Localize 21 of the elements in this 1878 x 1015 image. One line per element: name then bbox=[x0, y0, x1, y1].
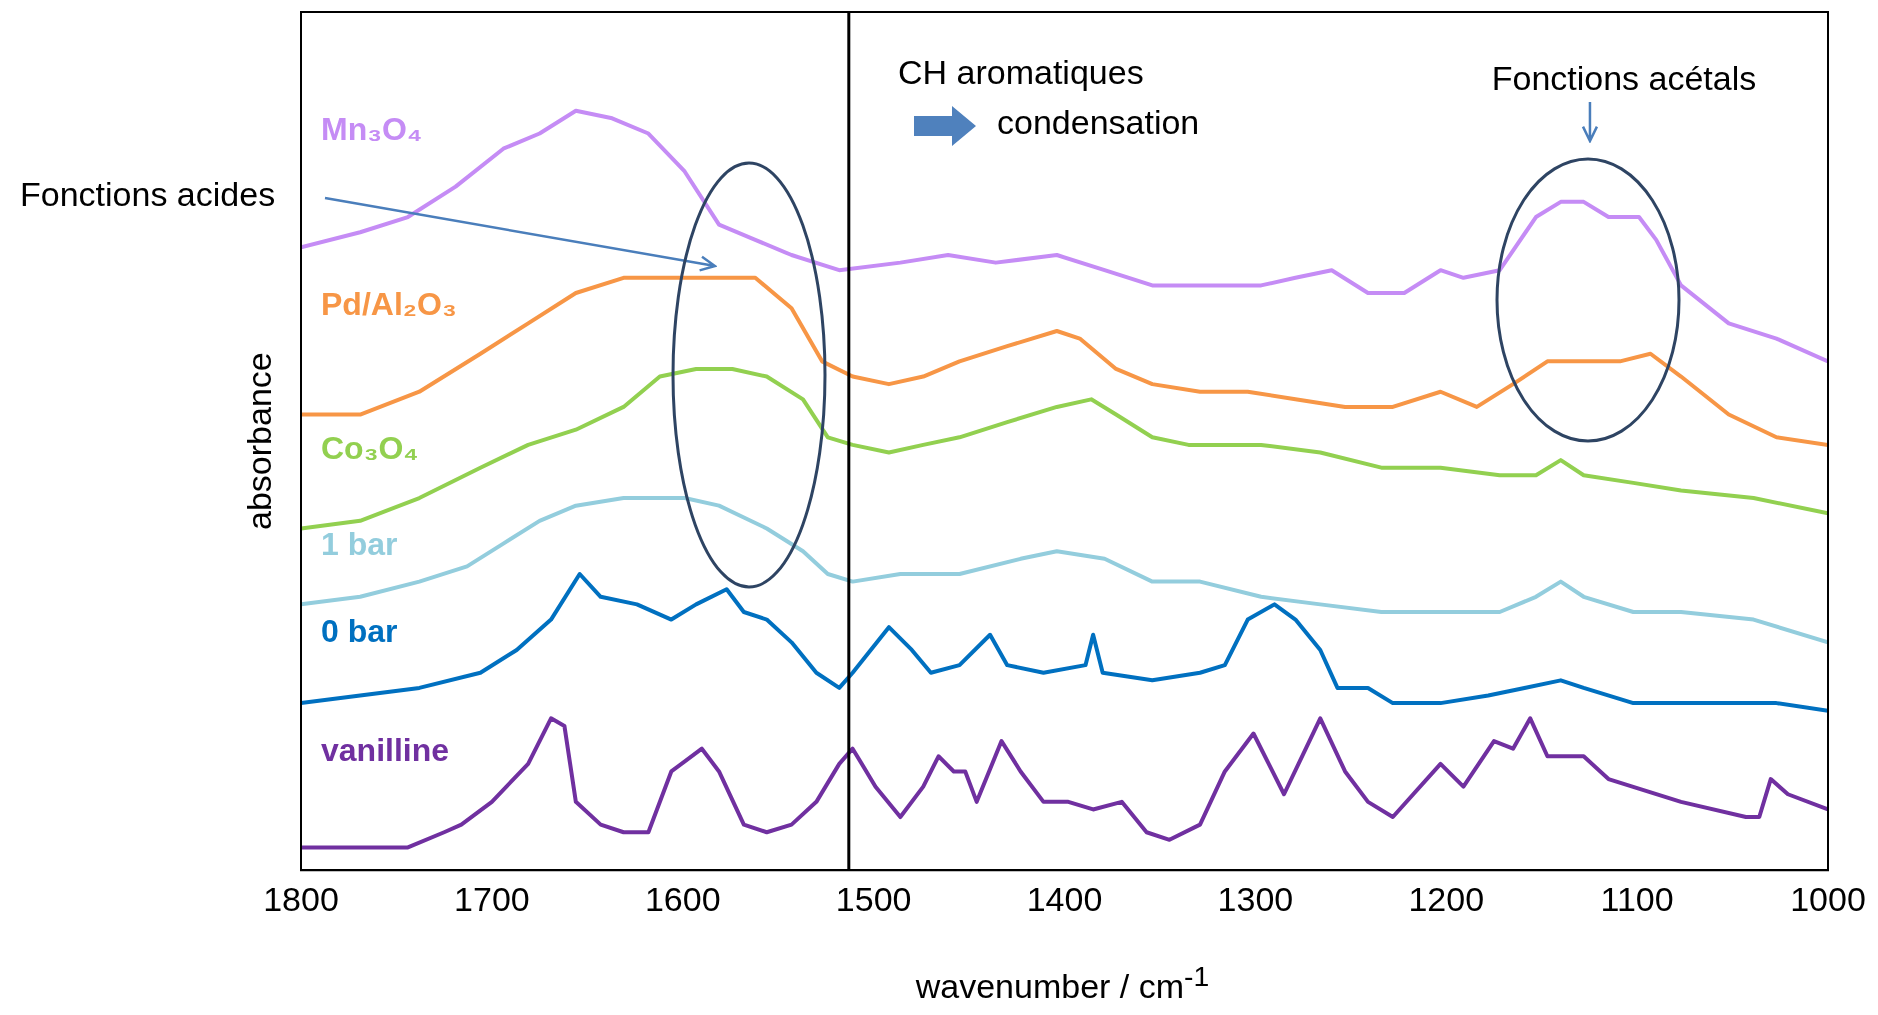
x-tick-label: 1700 bbox=[454, 879, 530, 918]
text: Fonctions acétals bbox=[1491, 59, 1757, 98]
series-label: Mn₃O₄ bbox=[321, 111, 423, 148]
x-tick-label: 1500 bbox=[835, 879, 912, 918]
series-label: Pd/Al₂O₃ bbox=[321, 286, 457, 323]
text: CH aromatiques bbox=[898, 53, 1144, 92]
x-tick-label: 1100 bbox=[1600, 879, 1674, 918]
y-axis-title: absorbance bbox=[239, 352, 278, 530]
text: Fonctions acides bbox=[20, 175, 276, 214]
x-tick-label: 1600 bbox=[644, 879, 721, 918]
series-label: 0 bar bbox=[321, 612, 398, 649]
annotation: condensation bbox=[997, 103, 1200, 142]
series-label: 1 bar bbox=[321, 526, 398, 563]
x-tick-label: 1000 bbox=[1790, 879, 1866, 918]
x-tick-label: 1200 bbox=[1408, 879, 1485, 918]
series-label: Co₃O₄ bbox=[321, 429, 419, 466]
x-tick-label: 1300 bbox=[1217, 879, 1294, 918]
series-label: vanilline bbox=[321, 731, 450, 768]
x-tick-label: 1400 bbox=[1026, 879, 1103, 918]
x-axis-title: wavenumber / cm$^{-1}$ bbox=[914, 960, 1211, 1007]
x-tick-label: 1800 bbox=[263, 879, 339, 918]
